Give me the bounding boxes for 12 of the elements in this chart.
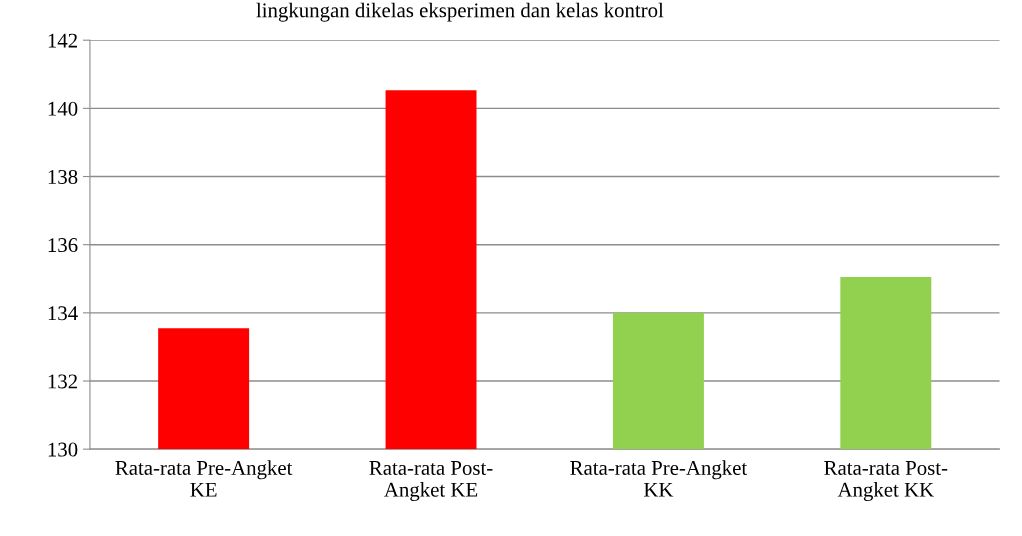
y-tick-label: 142 <box>48 33 77 48</box>
x-tick-label: Rata-rata Post- Angket KE <box>369 461 493 502</box>
y-tick-label: 136 <box>48 238 78 253</box>
x-tick-label: Rata-rata Post- Angket KK <box>824 461 948 502</box>
y-tick-label: 138 <box>48 169 78 184</box>
y-tick-label: 134 <box>48 306 78 321</box>
x-tick-label: Rata-rata Pre-Angket KE <box>115 460 293 497</box>
y-tick-label: 130 <box>48 442 78 457</box>
x-tick-label: Rata-rata Pre-Angket KK <box>570 460 748 497</box>
y-tick-label: 140 <box>48 101 78 116</box>
y-tick-label: 132 <box>48 374 77 389</box>
chart-title: lingkungan dikelas eksperimen dan kelas kontrol <box>256 2 664 22</box>
